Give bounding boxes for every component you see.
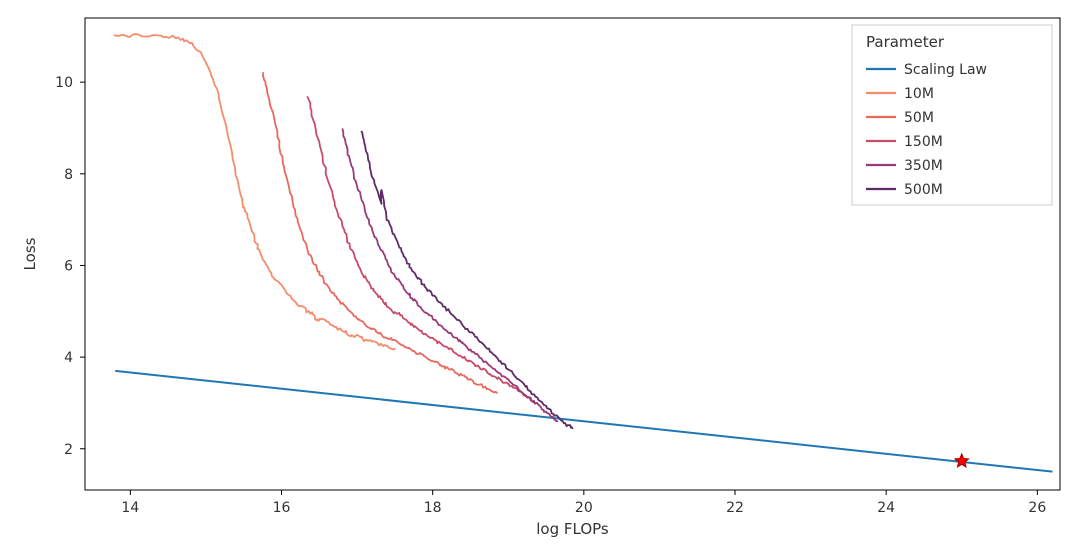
legend-item-label: 500M	[904, 182, 943, 198]
y-tick-label: 4	[64, 350, 73, 366]
legend-title: Parameter	[866, 33, 945, 51]
legend-item-label: Scaling Law	[904, 62, 987, 78]
chart-svg: 14161820222426246810log FLOPsLossParamet…	[0, 0, 1080, 544]
scaling-law-line	[115, 371, 1052, 472]
legend-item-label: 10M	[904, 86, 934, 102]
x-tick-label: 18	[424, 500, 442, 516]
x-tick-label: 20	[575, 500, 593, 516]
x-tick-label: 24	[877, 500, 895, 516]
series-line	[362, 132, 573, 429]
legend-item-label: 50M	[904, 110, 934, 126]
series-line	[115, 34, 395, 349]
y-tick-label: 2	[64, 442, 73, 458]
x-axis-label: log FLOPs	[536, 520, 609, 538]
legend-item-label: 150M	[904, 134, 943, 150]
star-marker-icon	[955, 454, 968, 467]
x-tick-label: 16	[273, 500, 291, 516]
series-line	[307, 97, 534, 402]
loss-vs-flops-chart: 14161820222426246810log FLOPsLossParamet…	[0, 0, 1080, 544]
y-axis-label: Loss	[21, 237, 39, 270]
series-line	[343, 129, 558, 421]
y-tick-label: 10	[55, 75, 73, 91]
legend-box	[852, 25, 1052, 205]
x-tick-label: 22	[726, 500, 744, 516]
x-tick-label: 26	[1028, 500, 1046, 516]
y-tick-label: 8	[64, 167, 73, 183]
legend-item-label: 350M	[904, 158, 943, 174]
x-tick-label: 14	[121, 500, 139, 516]
y-tick-label: 6	[64, 258, 73, 274]
